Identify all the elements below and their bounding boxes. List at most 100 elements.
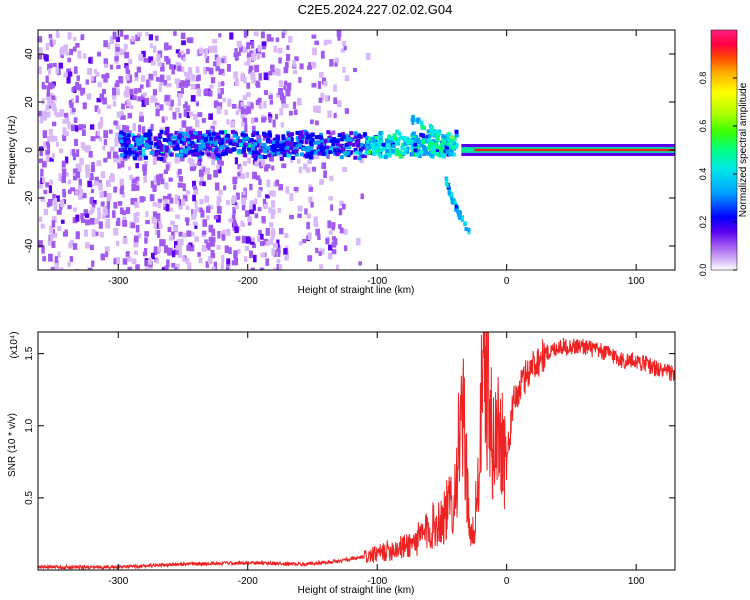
heatmap-cell — [266, 146, 271, 151]
heatmap-cell — [55, 66, 59, 74]
snr-y-multiplier: (x10⁴) — [9, 331, 20, 358]
heatmap-cell — [237, 248, 241, 254]
heatmap-cell — [248, 144, 253, 149]
heatmap-cell — [153, 221, 157, 230]
heatmap-cell — [45, 141, 50, 146]
heatmap-cell — [174, 226, 178, 232]
heatmap-cell — [264, 134, 269, 139]
heatmap-cell — [192, 180, 197, 187]
heatmap-cell — [400, 145, 405, 150]
heatmap-cell — [130, 94, 135, 100]
heatmap-cell — [170, 135, 175, 140]
heatmap-cell — [390, 140, 395, 145]
heatmap-cell — [117, 201, 123, 206]
heatmap-cell — [118, 134, 123, 139]
heatmap-cell — [113, 158, 118, 163]
heatmap-cell — [107, 42, 111, 50]
heatmap-cell — [201, 142, 206, 147]
heatmap-cell — [337, 133, 342, 138]
heatmap-cell — [276, 144, 281, 149]
heatmap-cell — [199, 199, 204, 205]
heatmap-cell — [145, 132, 150, 137]
heatmap-cell — [445, 133, 450, 138]
heatmap-cell — [207, 132, 212, 137]
heatmap-cell — [276, 263, 280, 270]
heatmap-cell — [216, 57, 221, 66]
heatmap-cell — [254, 64, 260, 73]
heatmap-cell — [38, 66, 42, 75]
heatmap-cell — [402, 151, 407, 156]
heatmap-cell — [85, 219, 90, 226]
heatmap-cell — [226, 258, 231, 265]
heatmap-cell — [424, 150, 429, 155]
heatmap-cell — [255, 99, 260, 106]
heatmap-cell — [139, 115, 144, 123]
heatmap-cell — [305, 167, 311, 173]
heatmap-cell — [160, 66, 165, 72]
heatmap-cell — [241, 140, 246, 145]
heatmap-cell — [226, 134, 231, 139]
heatmap-cell — [190, 149, 195, 154]
heatmap-cell — [203, 136, 208, 141]
heatmap-cell — [177, 133, 182, 138]
heatmap-cell — [426, 151, 431, 156]
heatmap-cell — [46, 202, 50, 208]
heatmap-cell — [189, 130, 194, 135]
heatmap-cell — [112, 100, 117, 107]
heatmap-cell — [115, 221, 121, 227]
heatmap-cell — [413, 148, 418, 153]
heatmap-cell — [135, 211, 140, 217]
heatmap-cell — [54, 265, 60, 270]
heatmap-cell — [215, 156, 220, 161]
y-tick-label: 1.5 — [24, 346, 35, 360]
heatmap-cell — [278, 264, 283, 270]
heatmap-cell — [126, 137, 131, 142]
heatmap-cell — [231, 195, 237, 203]
heatmap-cell — [308, 196, 313, 203]
heatmap-cell — [423, 126, 427, 131]
heatmap-cell — [40, 196, 46, 202]
heatmap-cell — [77, 84, 82, 91]
heatmap-cell — [388, 135, 393, 140]
heatmap-cell — [141, 99, 146, 107]
heatmap-cell — [53, 107, 58, 116]
heatmap-cell — [324, 95, 329, 102]
heatmap-cell — [298, 241, 303, 246]
heatmap-cell — [103, 130, 109, 139]
heatmap-cell — [55, 112, 61, 118]
heatmap-cell — [131, 258, 137, 264]
heatmap-cell — [195, 101, 200, 107]
heatmap-cell — [218, 138, 223, 143]
heatmap-cell — [276, 92, 281, 98]
heatmap-cell — [141, 148, 146, 153]
heatmap-cell — [177, 135, 182, 140]
heatmap-cell — [283, 66, 289, 74]
heatmap-cell — [242, 46, 248, 53]
heatmap-cell — [267, 153, 272, 158]
heatmap-cell — [68, 242, 72, 249]
heatmap-cell — [184, 217, 190, 222]
heatmap-cell — [152, 202, 158, 207]
heatmap-cell — [123, 43, 128, 50]
heatmap-cell — [295, 135, 300, 140]
heatmap-cell — [417, 154, 422, 159]
heatmap-cell — [78, 124, 83, 131]
heatmap-cell — [235, 192, 240, 200]
heatmap-cell — [69, 102, 74, 109]
heatmap-cell — [77, 164, 82, 172]
heatmap-cell — [41, 245, 45, 254]
heatmap-cell — [362, 154, 367, 159]
heatmap-cell — [289, 214, 294, 220]
heatmap-cell — [225, 229, 231, 236]
heatmap-cell — [198, 47, 204, 55]
heatmap-cell — [273, 45, 278, 53]
heatmap-cell — [157, 133, 162, 138]
heatmap-cell — [96, 160, 102, 166]
heatmap-cell — [150, 180, 155, 188]
heatmap-cell — [186, 48, 190, 55]
heatmap-cell — [218, 33, 222, 38]
heatmap-cell — [206, 152, 211, 157]
heatmap-cell — [257, 44, 261, 53]
heatmap-cell — [211, 159, 215, 166]
heatmap-cell — [340, 143, 345, 148]
